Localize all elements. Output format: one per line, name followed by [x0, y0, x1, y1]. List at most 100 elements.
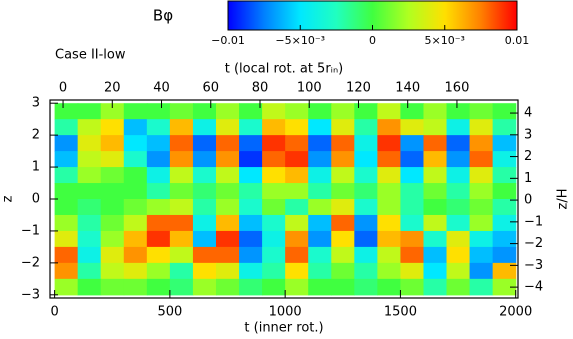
heatmap-cell [169, 167, 194, 184]
heatmap-cell [446, 199, 471, 216]
heatmap-cell [331, 135, 355, 152]
x-tick-label: 2000 [499, 305, 532, 320]
heatmap-cell [192, 151, 217, 168]
heatmap-cell [192, 167, 217, 184]
heatmap-cell [262, 151, 286, 168]
y-tick-label: −2 [21, 255, 40, 270]
heatmap-cell [239, 167, 263, 184]
heatmap-cell [77, 230, 102, 248]
heatmap-cell [400, 214, 425, 232]
x-axis-label: t (inner rot.) [244, 321, 323, 336]
heatmap-cell [146, 135, 171, 152]
heatmap-cell [377, 103, 402, 120]
heatmap-cell [192, 103, 217, 120]
heatmap-cell [308, 167, 332, 184]
heatmap-cell [308, 246, 332, 264]
heatmap-cell [492, 103, 517, 120]
heatmap-cell [354, 214, 378, 232]
heatmap-cell [169, 119, 194, 136]
heatmap-cell [331, 262, 355, 280]
heatmap-cell [377, 278, 402, 296]
heatmap-cell [446, 278, 471, 296]
heatmap-cell [100, 183, 125, 200]
heatmap-cell [423, 183, 448, 200]
heatmap-cell [423, 262, 448, 280]
heatmap-cell [331, 199, 355, 216]
heatmap-cell [423, 135, 448, 152]
heatmap-cell [354, 183, 378, 200]
y-tick-label: 3 [32, 96, 40, 111]
heatmap-cell [308, 103, 332, 120]
heatmap-cell [239, 151, 263, 168]
heatmap-cell [54, 151, 79, 168]
y-axis-label: z [1, 195, 16, 202]
heatmap-cell [285, 135, 309, 152]
heatmap-cell [77, 119, 102, 136]
heatmap-cell [285, 230, 309, 248]
y2-tick-label: −3 [524, 258, 543, 273]
heatmap-cell [123, 151, 148, 168]
heatmap-cell [285, 262, 309, 280]
heatmap-cell [446, 119, 471, 136]
heatmap-cell [77, 135, 102, 152]
y-tick-label: 1 [32, 160, 40, 175]
heatmap-cell [100, 135, 125, 152]
heatmap-cell [215, 246, 240, 264]
heatmap-cell [215, 262, 240, 280]
heatmap-cell [400, 135, 425, 152]
x2-tick-label: 60 [202, 81, 219, 96]
heatmap-cell [400, 262, 425, 280]
x-tick-label: 0 [50, 305, 58, 320]
heatmap-cell [123, 103, 148, 120]
heatmap-cell [169, 199, 194, 216]
x-tick-label: 500 [157, 305, 182, 320]
heatmap-cell [123, 135, 148, 152]
heatmap-cell [354, 167, 378, 184]
heatmap-cell [215, 278, 240, 296]
heatmap-cell [469, 214, 494, 232]
heatmap-cell [169, 230, 194, 248]
heatmap-cell [308, 183, 332, 200]
heatmap-cell [446, 103, 471, 120]
heatmap-cell [192, 119, 217, 136]
heatmap-cell [239, 246, 263, 264]
heatmap-cell [423, 199, 448, 216]
heatmap-cell [308, 214, 332, 232]
heatmap-cell [262, 246, 286, 264]
heatmap-cell [239, 230, 263, 248]
heatmap-cell [169, 262, 194, 280]
heatmap-cell [146, 278, 171, 296]
heatmap-cell [77, 262, 102, 280]
heatmap-cell [54, 103, 79, 120]
heatmap-cell [215, 230, 240, 248]
heatmap-cell [192, 135, 217, 152]
heatmap-cell [377, 167, 402, 184]
heatmap-cell [77, 278, 102, 296]
heatmap-cell [262, 278, 286, 296]
heatmap-cell [377, 230, 402, 248]
heatmap-cell [469, 278, 494, 296]
x2-tick-label: 0 [59, 81, 67, 96]
heatmap-cell [169, 183, 194, 200]
heatmap-cell [377, 199, 402, 216]
chart-title: Case II-low [55, 48, 126, 63]
heatmap-cell [492, 230, 517, 248]
heatmap-cell [215, 199, 240, 216]
heatmap-cell [423, 246, 448, 264]
heatmap-cell [400, 151, 425, 168]
y2-tick-label: 0 [524, 193, 532, 208]
heatmap-cell [146, 151, 171, 168]
heatmap-cell [285, 199, 309, 216]
heatmap-cell [331, 119, 355, 136]
y-tick-label: 2 [32, 128, 40, 143]
heatmap-cell [446, 135, 471, 152]
heatmap-cell [446, 246, 471, 264]
heatmap-cell [469, 199, 494, 216]
heatmap-cell [100, 262, 125, 280]
y2-tick-label: 4 [524, 106, 532, 121]
heatmap-cell [123, 262, 148, 280]
x2-tick-label: 160 [445, 81, 470, 96]
heatmap-cell [146, 230, 171, 248]
heatmap-cell [469, 262, 494, 280]
heatmap-cell [100, 119, 125, 136]
